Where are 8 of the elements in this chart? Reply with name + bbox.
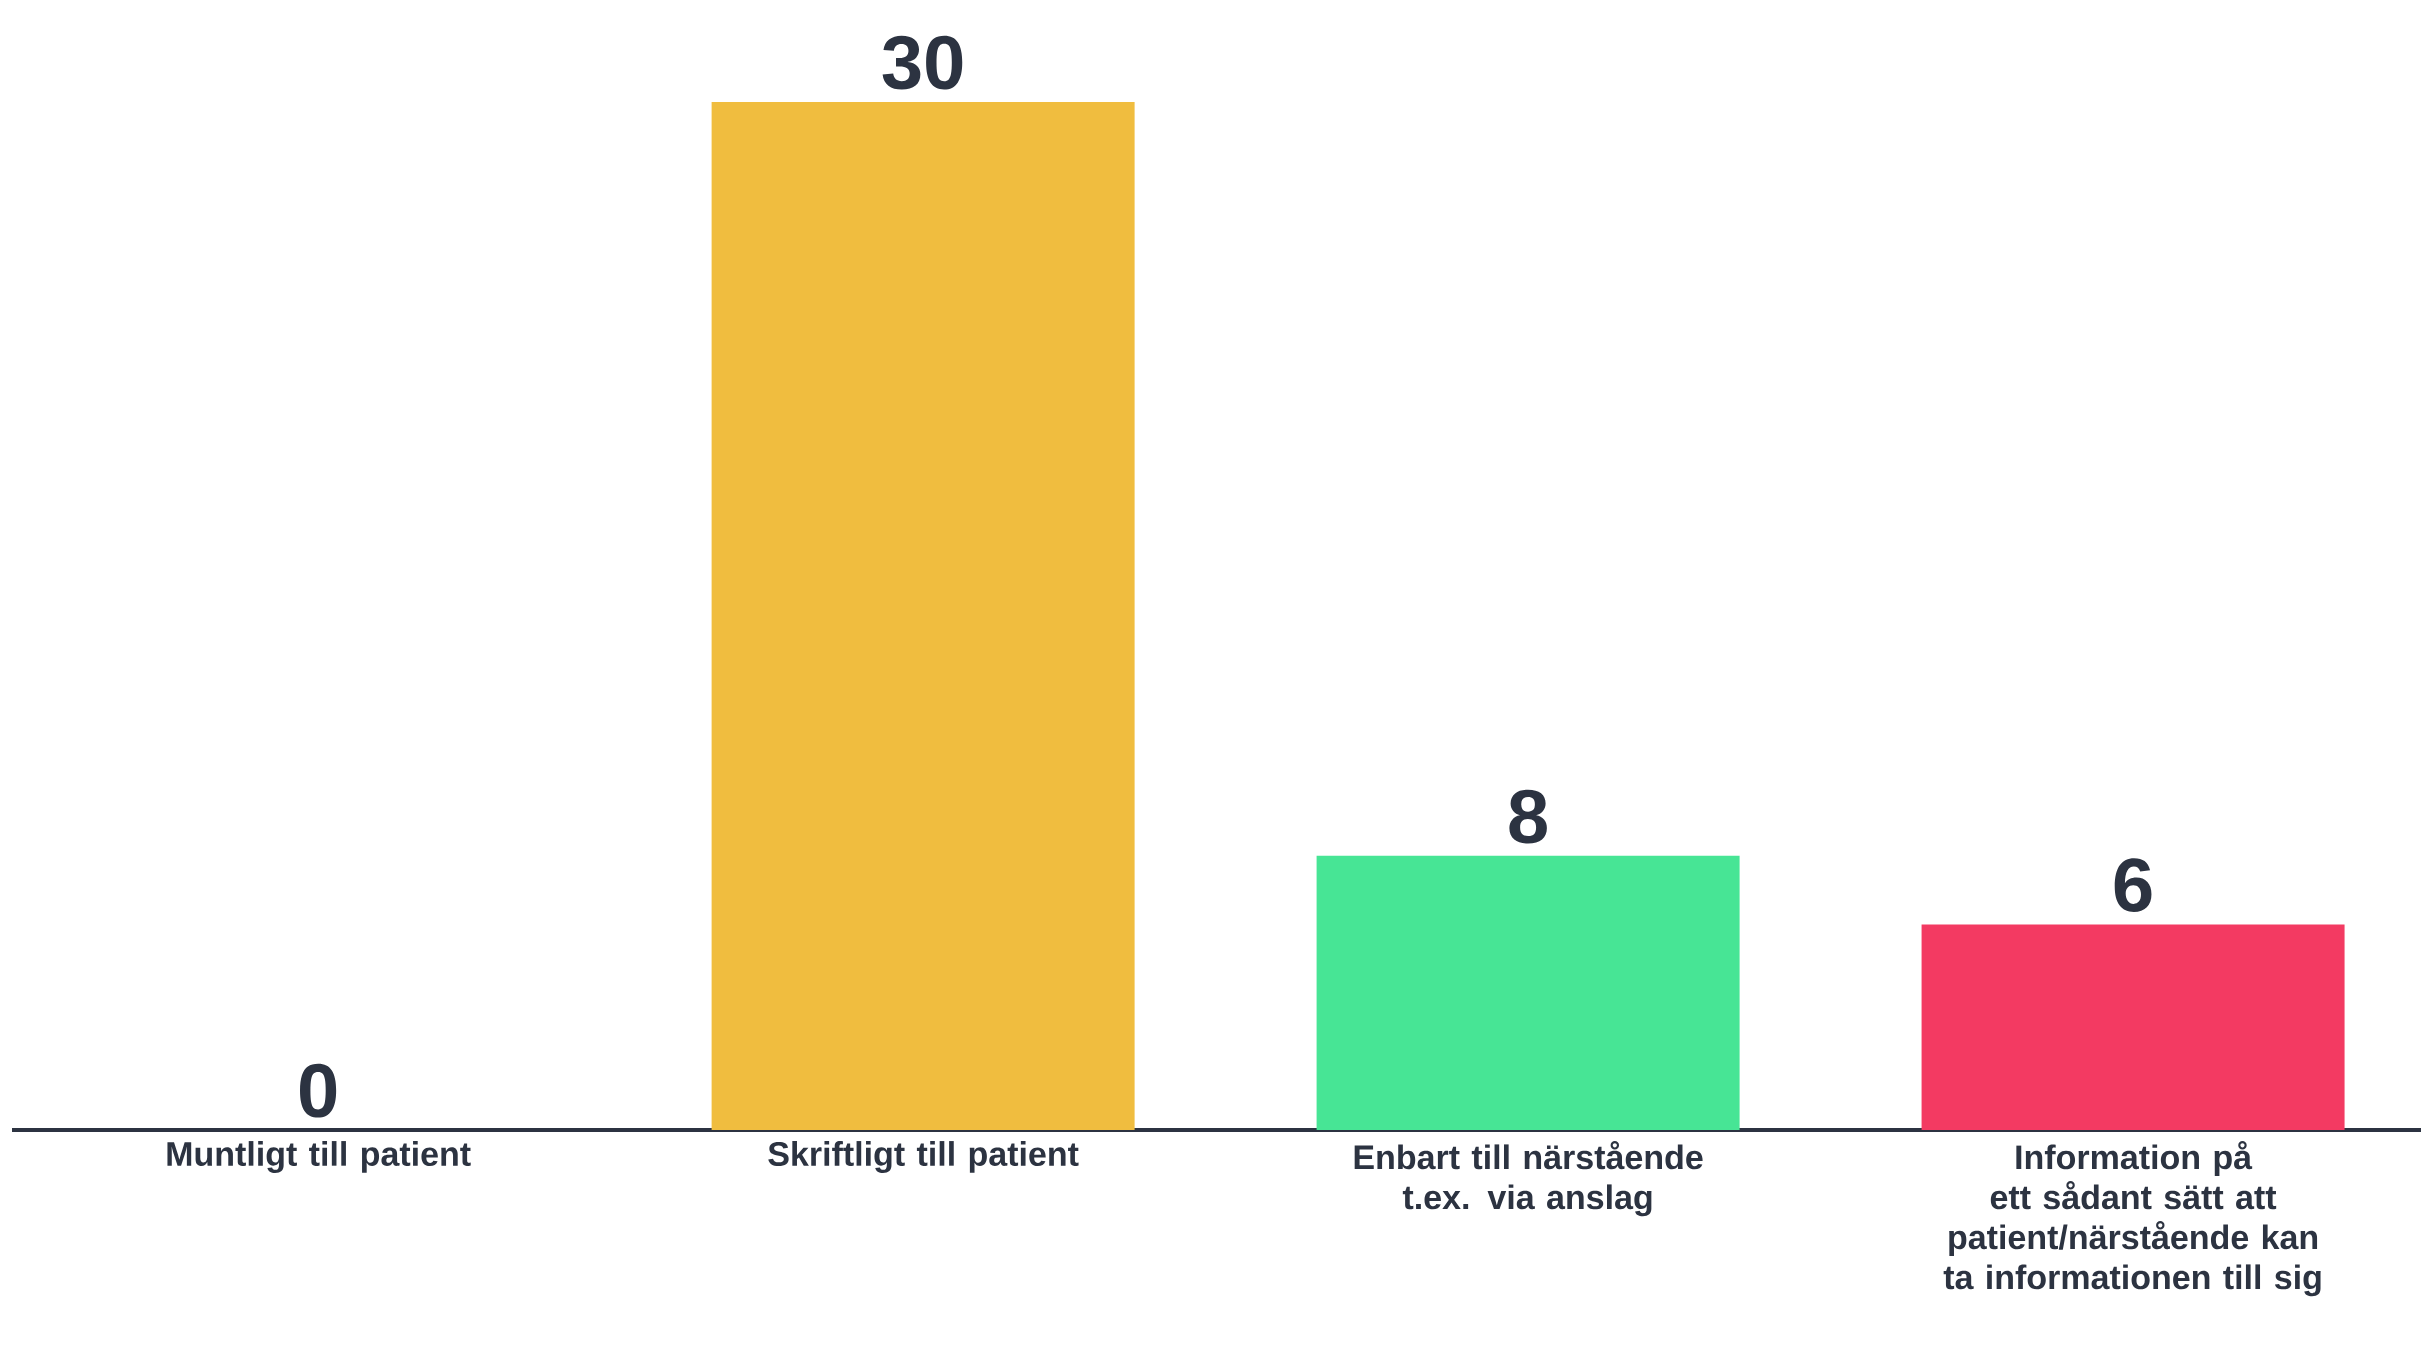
x-tick-label: Information på ett sådant sätt att patient/närstående kan ta informationen till sig <box>1943 1141 2321 1297</box>
x-tick-label: Muntligt till patient <box>167 1141 471 1173</box>
data-label: 8 <box>1509 789 1547 844</box>
data-label: 0 <box>300 1063 337 1118</box>
data-label: 6 <box>2114 858 2152 912</box>
data-label: 30 <box>882 35 963 90</box>
x-tick-label: Skriftligt till patient <box>768 1141 1079 1173</box>
x-tick-label: Enbart till närstående t.ex. via anslag <box>1354 1141 1703 1217</box>
